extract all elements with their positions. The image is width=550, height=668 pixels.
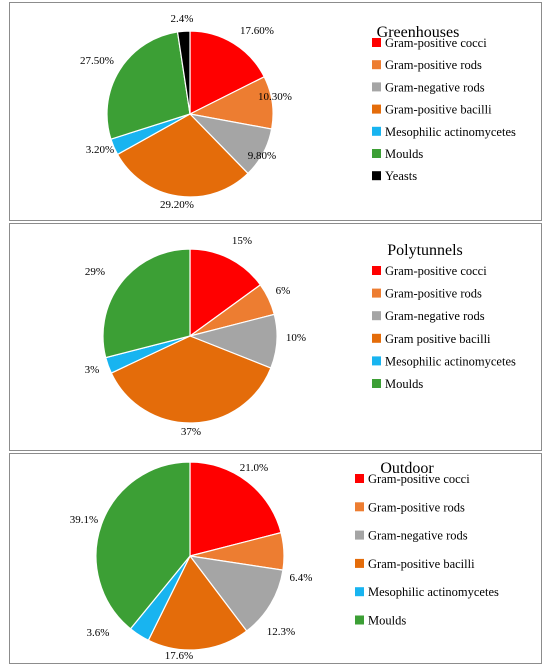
data-label-gram-positive-cocci: 17.60% [240, 25, 274, 37]
legend-label-mesophilic-actinomycetes: Mesophilic actinomycetes [385, 125, 516, 139]
data-label-gram-negative-rods: 9.80% [248, 150, 276, 162]
polytunnels-pie-chart: 15% 6% 10% 37% 3% 29% Polytunnels Gram-positive… [85, 235, 516, 438]
chart-title: Polytunnels [387, 242, 463, 259]
data-label-gram-positive-cocci: 21.0% [240, 462, 268, 474]
legend-swatch-mesophilic-actinomycetes [355, 587, 364, 597]
legend-swatch-gram-positive-rods [355, 502, 364, 512]
legend-label-gram-positive-bacilli: Gram-positive bacilli [368, 557, 475, 571]
legend-label-moulds: Moulds [385, 147, 423, 161]
greenhouses-pie-chart: 17.60% 10.30% 9.80% 29.20% 3.20% 27.50% 2.4% Gr… [80, 13, 516, 211]
pie-slice-gram-positive-bacilli [147, 554, 248, 651]
legend-swatch-gram-positive-bacilli [372, 333, 381, 343]
data-label-moulds: 29% [85, 266, 105, 278]
legend-label-gram-negative-rods: Gram-negative rods [368, 529, 468, 543]
data-label-mesophilic-actinomycetes: 3.6% [87, 627, 110, 639]
legend-label-mesophilic-actinomycetes: Mesophilic actinomycetes [368, 585, 499, 599]
legend-swatch-moulds [372, 149, 381, 158]
pie-slice-gram-positive-cocci [189, 248, 262, 338]
data-label-mesophilic-actinomycetes: 3% [85, 364, 100, 376]
legend-swatch-gram-negative-rods [355, 530, 364, 540]
legend-label-gram-positive-cocci: Gram-positive cocci [385, 264, 487, 278]
pie-slice-moulds [95, 461, 191, 630]
data-label-mesophilic-actinomycetes: 3.20% [86, 144, 114, 156]
data-label-gram-positive-bacilli: 37% [181, 426, 201, 438]
legend-label-gram-positive-cocci: Gram-positive cocci [385, 36, 487, 50]
outdoor-chart-panel: 21.0% 6.4% 12.3% 17.6% 3.6% 39.1% Outdoor Gram-… [9, 453, 542, 664]
data-label-gram-negative-rods: 12.3% [267, 626, 295, 638]
legend-swatch-mesophilic-actinomycetes [372, 356, 381, 366]
legend-label-gram-negative-rods: Gram-negative rods [385, 309, 485, 323]
legend-swatch-yeasts [372, 171, 381, 181]
data-label-yeasts: 2.4% [171, 13, 194, 25]
pie-slice-yeasts [176, 30, 191, 115]
chart-title: Outdoor [380, 460, 434, 477]
legend-label-yeasts: Yeasts [385, 169, 417, 183]
pie-slice-gram-positive-cocci [189, 30, 265, 115]
legend-label-gram-positive-rods: Gram-positive rods [368, 500, 465, 514]
legend-label-gram-positive-rods: Gram-positive rods [385, 287, 482, 301]
legend-swatch-gram-positive-cocci [355, 474, 364, 483]
legend-label-gram-positive-bacilli: Gram positive bacilli [385, 332, 491, 346]
data-label-gram-positive-rods: 6% [276, 285, 291, 297]
data-label-gram-positive-bacilli: 29.20% [160, 199, 194, 211]
legend-swatch-gram-positive-bacilli [355, 558, 364, 568]
data-label-moulds: 39.1% [70, 514, 98, 526]
legend-swatch-gram-positive-cocci [372, 266, 381, 275]
legend-swatch-gram-positive-bacilli [372, 104, 381, 114]
legend-swatch-moulds [355, 615, 364, 625]
data-label-gram-positive-bacilli: 17.6% [165, 650, 193, 662]
legend-label-gram-positive-cocci: Gram-positive cocci [368, 472, 470, 486]
greenhouses-chart-panel: 17.60% 10.30% 9.80% 29.20% 3.20% 27.50% 2.4% Gr… [9, 2, 542, 221]
chart-title: Greenhouses [377, 24, 460, 41]
pie-slice-moulds [102, 248, 191, 359]
outdoor-pie-chart: 21.0%6.4%12.3%17.6%3.6%39.1%OutdoorGram-… [70, 460, 499, 662]
polytunnels-chart-panel: 15% 6% 10% 37% 3% 29% Polytunnels Gram-positive… [9, 223, 542, 451]
pie-slice-gram-positive-cocci [189, 461, 282, 557]
legend-label-gram-positive-bacilli: Gram-positive bacilli [385, 103, 492, 117]
data-label-gram-positive-rods: 6.4% [290, 572, 313, 584]
pie-slice-gram-negative-rods [188, 555, 284, 632]
legend-swatch-mesophilic-actinomycetes [372, 126, 381, 136]
legend-swatch-gram-negative-rods [372, 82, 381, 92]
legend-label-moulds: Moulds [368, 614, 406, 628]
pie-slice-gram-positive-bacilli [116, 113, 249, 198]
legend-swatch-gram-negative-rods [372, 311, 381, 321]
data-label-moulds: 27.50% [80, 55, 114, 67]
legend-label-gram-negative-rods: Gram-negative rods [385, 80, 485, 94]
data-label-gram-positive-cocci: 15% [232, 235, 252, 247]
legend-swatch-gram-positive-rods [372, 288, 381, 298]
pie-slice-gram-positive-bacilli [110, 335, 272, 424]
data-label-gram-positive-rods: 10.30% [258, 91, 292, 103]
data-label-gram-negative-rods: 10% [286, 332, 306, 344]
legend-label-gram-positive-rods: Gram-positive rods [385, 58, 482, 72]
legend-swatch-moulds [372, 379, 381, 388]
legend-swatch-gram-positive-rods [372, 60, 381, 70]
pie-slice-moulds [106, 31, 191, 140]
legend-label-mesophilic-actinomycetes: Mesophilic actinomycetes [385, 354, 516, 368]
legend-label-moulds: Moulds [385, 377, 423, 391]
legend-swatch-gram-positive-cocci [372, 38, 381, 47]
